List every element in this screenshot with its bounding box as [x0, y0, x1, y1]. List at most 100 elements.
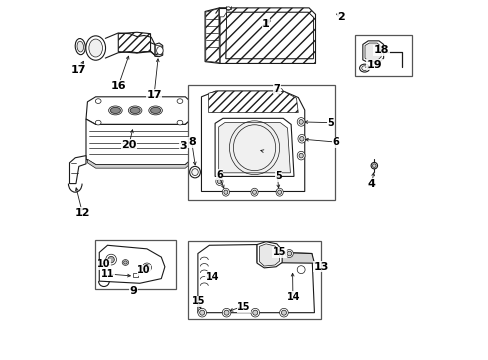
Ellipse shape: [77, 41, 83, 52]
Ellipse shape: [224, 190, 227, 194]
Polygon shape: [204, 8, 220, 63]
Ellipse shape: [85, 36, 105, 60]
Ellipse shape: [285, 249, 293, 257]
Ellipse shape: [297, 118, 305, 126]
Ellipse shape: [215, 177, 223, 185]
Ellipse shape: [222, 309, 230, 317]
Ellipse shape: [95, 99, 101, 103]
Text: 15: 15: [272, 247, 286, 257]
Ellipse shape: [298, 153, 303, 158]
Ellipse shape: [299, 136, 304, 141]
Text: 17: 17: [146, 90, 162, 100]
Polygon shape: [69, 156, 86, 184]
Ellipse shape: [250, 188, 258, 196]
Ellipse shape: [297, 151, 305, 160]
Text: 16: 16: [110, 81, 126, 91]
Polygon shape: [208, 91, 298, 113]
Ellipse shape: [177, 99, 183, 103]
Ellipse shape: [130, 107, 140, 113]
Text: 14: 14: [286, 292, 300, 302]
Ellipse shape: [89, 39, 102, 57]
Bar: [187, 85, 334, 200]
Ellipse shape: [297, 134, 305, 143]
Text: 19: 19: [366, 59, 381, 69]
Text: 6: 6: [216, 170, 223, 180]
Ellipse shape: [142, 263, 151, 272]
Text: 8: 8: [187, 138, 195, 147]
Polygon shape: [198, 244, 314, 313]
Ellipse shape: [105, 254, 116, 265]
Polygon shape: [201, 91, 304, 192]
Ellipse shape: [372, 164, 375, 167]
Ellipse shape: [298, 120, 303, 124]
Text: 10: 10: [137, 265, 150, 275]
Polygon shape: [219, 8, 226, 17]
Ellipse shape: [123, 261, 127, 264]
Text: 10: 10: [97, 259, 110, 269]
Polygon shape: [205, 9, 219, 63]
Text: 20: 20: [121, 140, 137, 150]
Polygon shape: [257, 244, 314, 263]
Ellipse shape: [217, 179, 221, 184]
Ellipse shape: [261, 147, 267, 154]
Bar: [133, 273, 137, 277]
Ellipse shape: [361, 66, 367, 71]
Text: 17: 17: [71, 64, 86, 75]
Text: 18: 18: [373, 45, 388, 55]
Text: 13: 13: [313, 262, 328, 272]
Ellipse shape: [297, 266, 305, 274]
Ellipse shape: [370, 162, 377, 169]
Ellipse shape: [276, 88, 282, 94]
Bar: [187, 241, 321, 319]
Text: 6: 6: [332, 138, 339, 147]
Ellipse shape: [189, 166, 200, 178]
Ellipse shape: [122, 260, 128, 265]
Ellipse shape: [95, 120, 101, 125]
Ellipse shape: [199, 310, 204, 315]
Ellipse shape: [108, 256, 114, 263]
Polygon shape: [215, 118, 293, 176]
Ellipse shape: [110, 107, 120, 113]
Text: 1: 1: [262, 19, 269, 29]
Ellipse shape: [148, 106, 162, 115]
Polygon shape: [364, 43, 380, 60]
Ellipse shape: [226, 7, 230, 10]
Text: 15: 15: [191, 296, 205, 306]
Ellipse shape: [281, 310, 286, 315]
Ellipse shape: [252, 190, 256, 194]
Text: 14: 14: [205, 272, 219, 282]
Polygon shape: [219, 8, 315, 63]
Ellipse shape: [128, 106, 142, 115]
Ellipse shape: [108, 106, 122, 115]
Polygon shape: [118, 32, 150, 53]
Polygon shape: [362, 41, 383, 62]
Text: 12: 12: [75, 208, 90, 218]
Ellipse shape: [191, 169, 198, 176]
Ellipse shape: [222, 188, 229, 196]
Text: 2: 2: [337, 12, 345, 22]
Text: 4: 4: [367, 179, 375, 189]
Ellipse shape: [198, 309, 206, 317]
Polygon shape: [87, 159, 191, 168]
Ellipse shape: [156, 46, 163, 54]
Bar: [94, 240, 176, 289]
Polygon shape: [155, 43, 163, 57]
Ellipse shape: [286, 251, 291, 256]
Polygon shape: [99, 245, 164, 283]
Ellipse shape: [359, 64, 369, 72]
Ellipse shape: [75, 39, 85, 55]
Text: 7: 7: [273, 84, 280, 94]
Ellipse shape: [144, 265, 149, 270]
Ellipse shape: [250, 309, 259, 317]
Polygon shape: [218, 123, 290, 173]
Polygon shape: [86, 97, 191, 125]
Polygon shape: [259, 244, 279, 266]
Ellipse shape: [252, 310, 257, 315]
Text: 9: 9: [129, 286, 137, 296]
Ellipse shape: [150, 107, 160, 113]
Polygon shape: [257, 242, 282, 268]
Ellipse shape: [279, 309, 287, 317]
Ellipse shape: [224, 310, 228, 315]
Text: 11: 11: [101, 269, 114, 279]
Ellipse shape: [276, 188, 283, 196]
